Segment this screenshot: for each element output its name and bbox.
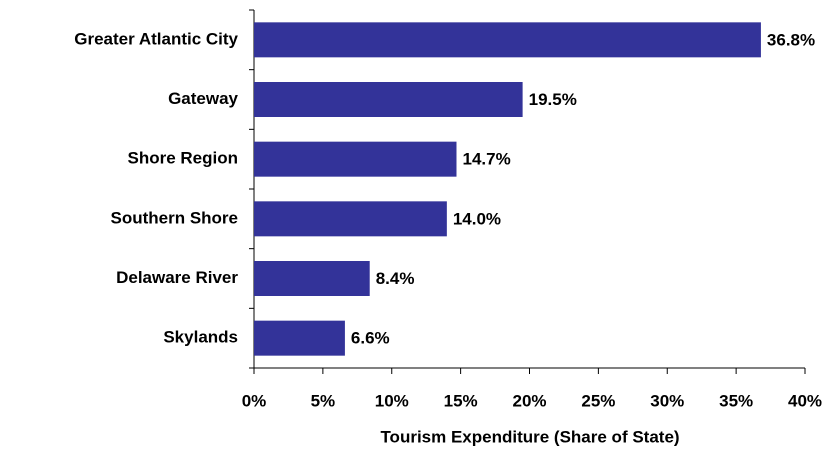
x-tick-label: 15% bbox=[444, 391, 478, 410]
data-label: 8.4% bbox=[376, 269, 415, 288]
y-tick-label: Skylands bbox=[163, 328, 238, 347]
data-label: 19.5% bbox=[529, 90, 577, 109]
x-tick-label: 40% bbox=[788, 391, 822, 410]
x-tick-label: 5% bbox=[311, 391, 336, 410]
y-tick-label: Delaware River bbox=[116, 268, 238, 287]
bar bbox=[254, 320, 345, 356]
data-label: 14.7% bbox=[462, 150, 510, 169]
bar bbox=[254, 201, 447, 237]
y-tick-label: Southern Shore bbox=[110, 208, 238, 227]
bar bbox=[254, 82, 523, 117]
x-axis-title: Tourism Expenditure (Share of State) bbox=[380, 427, 679, 446]
bar bbox=[254, 261, 370, 296]
x-tick-label: 25% bbox=[581, 391, 615, 410]
bar bbox=[254, 22, 761, 58]
y-tick-label: Gateway bbox=[168, 89, 238, 108]
x-tick-label: 30% bbox=[650, 391, 684, 410]
y-tick-label: Greater Atlantic City bbox=[74, 29, 238, 48]
data-label: 14.0% bbox=[453, 209, 501, 228]
x-tick-label: 0% bbox=[242, 391, 267, 410]
x-tick-label: 35% bbox=[719, 391, 753, 410]
x-tick-label: 20% bbox=[512, 391, 546, 410]
y-tick-label: Shore Region bbox=[127, 149, 238, 168]
x-tick-label: 10% bbox=[375, 391, 409, 410]
data-label: 36.8% bbox=[767, 30, 815, 49]
data-label: 6.6% bbox=[351, 329, 390, 348]
bar bbox=[254, 141, 457, 177]
